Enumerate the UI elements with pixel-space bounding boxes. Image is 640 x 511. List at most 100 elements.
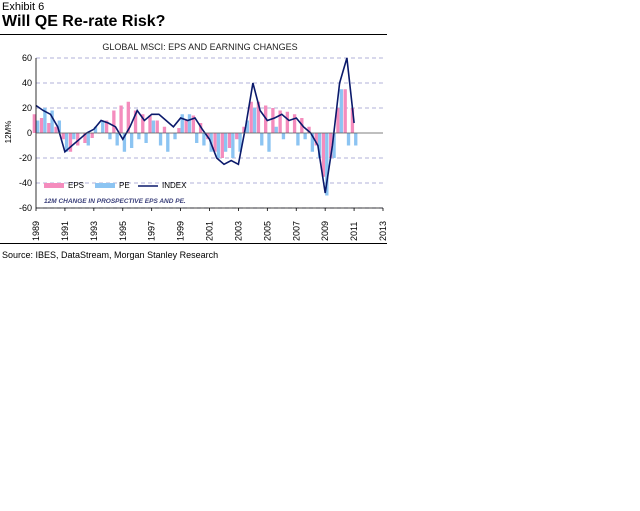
eps-bar <box>32 114 36 133</box>
pe-bar <box>216 133 221 158</box>
eps-bar <box>249 101 253 133</box>
pe-bar <box>57 120 62 133</box>
eps-bar <box>184 120 188 133</box>
eps-bar <box>336 108 340 133</box>
x-tick-label: 1997 <box>147 221 157 241</box>
eps-bar <box>220 133 224 158</box>
eps-bar <box>162 126 167 133</box>
eps-bar <box>343 89 347 133</box>
eps-bar <box>133 110 138 133</box>
chart-note: 12M CHANGE IN PROSPECTIVE EPS AND PE. <box>44 198 186 205</box>
pe-bar <box>151 120 155 133</box>
eps-bar <box>292 114 297 133</box>
y-axis-label: 12M% <box>4 121 13 144</box>
pe-bar <box>354 133 358 146</box>
pe-bar <box>195 133 199 143</box>
x-tick-label: 2013 <box>378 221 388 241</box>
eps-bar <box>148 115 152 133</box>
eps-bar <box>350 108 355 133</box>
x-tick-label: 1995 <box>118 221 128 241</box>
eps-bar <box>307 126 311 133</box>
eps-bar <box>104 120 109 133</box>
y-tick-label: -40 <box>19 178 32 188</box>
pe-bar <box>332 133 336 158</box>
legend-eps-label: EPS <box>68 181 84 190</box>
eps-bar <box>256 101 261 133</box>
pe-bar <box>122 133 127 152</box>
legend-pe-swatch <box>95 183 115 188</box>
pe-bar <box>317 133 322 158</box>
pe-series <box>36 89 358 196</box>
eps-bar <box>112 110 116 133</box>
y-tick-labels: 60 40 20 0 -20 -40 -60 <box>19 53 32 213</box>
eps-bar <box>119 105 123 133</box>
eps-bar <box>83 133 87 143</box>
x-tick-label: 1991 <box>60 221 70 241</box>
pe-bar <box>129 133 134 148</box>
pe-bar <box>93 126 98 133</box>
pe-bar <box>325 133 329 196</box>
chart-title: GLOBAL MSCI: EPS AND EARNING CHANGES <box>102 42 297 52</box>
legend-pe-label: PE <box>119 181 130 190</box>
pe-bar <box>36 120 40 133</box>
axes <box>35 58 384 211</box>
eps-bar <box>191 115 196 133</box>
pe-bar <box>50 110 54 133</box>
y-tick-label: 60 <box>22 53 32 63</box>
pe-bar <box>173 133 177 140</box>
pe-bar <box>166 133 170 152</box>
eps-bar <box>227 133 232 148</box>
eps-bar <box>271 108 275 133</box>
eps-bar <box>314 133 318 146</box>
x-tick-label: 1993 <box>89 221 99 241</box>
y-tick-label: 0 <box>27 128 32 138</box>
pe-bar <box>202 133 206 146</box>
eps-bar <box>39 118 44 133</box>
eps-bar <box>68 133 73 152</box>
top-rule <box>0 34 387 35</box>
pe-bar <box>274 126 278 133</box>
pe-bar <box>260 133 264 146</box>
x-tick-label: 1999 <box>176 221 186 241</box>
pe-bar <box>86 133 90 146</box>
y-tick-label: -60 <box>19 203 32 213</box>
x-tick-label: 2003 <box>233 221 243 241</box>
y-tick-label: 20 <box>22 103 32 113</box>
legend-eps-swatch <box>44 183 64 188</box>
exhibit-title: Will QE Re-rate Risk? <box>2 13 166 30</box>
pe-bar <box>137 133 141 140</box>
pe-bar <box>296 133 300 146</box>
x-tick-label: 2005 <box>262 221 272 241</box>
eps-bar <box>278 110 282 133</box>
pe-bar <box>223 133 228 152</box>
pe-bar <box>267 133 271 152</box>
pe-bar <box>252 108 257 133</box>
bottom-rule <box>0 243 387 244</box>
eps-bar <box>177 128 181 133</box>
index-series-line <box>35 57 355 194</box>
eps-bar <box>54 126 58 133</box>
pe-bar <box>144 133 148 143</box>
pe-bar <box>231 133 235 158</box>
eps-bar <box>76 133 80 146</box>
pe-bar <box>64 133 69 152</box>
eps-bar <box>90 133 94 138</box>
x-tick-label: 2001 <box>205 221 215 241</box>
pe-bar <box>303 133 307 140</box>
x-tick-label: 1989 <box>31 221 41 241</box>
pe-bar <box>346 133 351 146</box>
y-tick-label: 40 <box>22 78 32 88</box>
legend: EPS PE INDEX <box>44 181 187 190</box>
x-tick-label: 2007 <box>291 221 301 241</box>
eps-bar <box>61 133 65 140</box>
eps-bar <box>329 133 333 158</box>
eps-pe-chart: GLOBAL MSCI: EPS AND EARNING CHANGES 12M… <box>4 42 388 241</box>
eps-bar <box>213 133 217 152</box>
y-tick-label: -20 <box>19 153 32 163</box>
x-tick-label: 2009 <box>320 221 330 241</box>
pe-bar <box>180 114 184 133</box>
legend-index-label: INDEX <box>162 181 187 190</box>
eps-bar <box>126 101 130 133</box>
pe-bar <box>281 133 286 140</box>
pe-bar <box>187 114 192 133</box>
